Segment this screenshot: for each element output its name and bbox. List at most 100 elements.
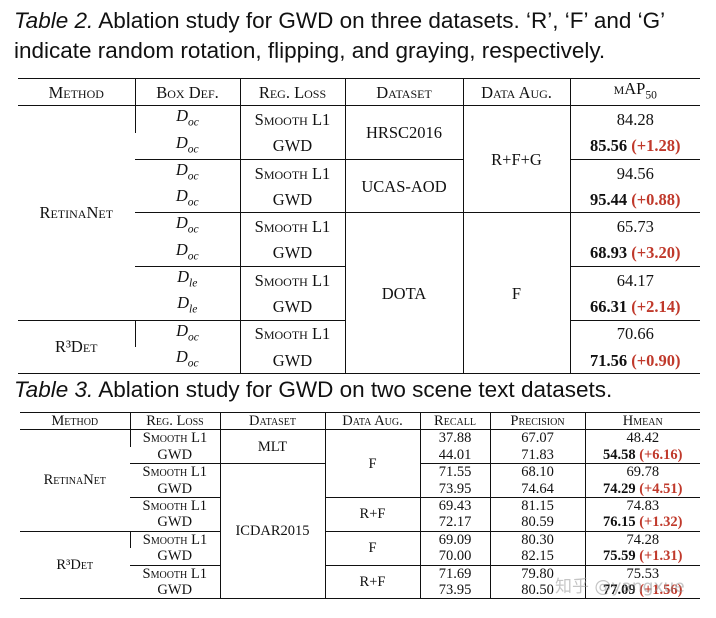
- map-cell: 71.56 (+0.90): [569, 346, 700, 374]
- map-cell: 68.93 (+3.20): [569, 239, 700, 267]
- precision-text: 81.15: [521, 498, 554, 515]
- loss-text: GWD: [157, 446, 193, 463]
- precision-text: 68.10: [521, 464, 554, 481]
- data-row: Smooth L1 ICDAR2015 71.55 68.10 69.78: [20, 463, 700, 599]
- augs-cell: R+F: [324, 564, 420, 599]
- header-cell: Method: [20, 412, 130, 431]
- data-row: R³Det Smooth L1 F 69.09 80.30 74.28: [20, 530, 700, 599]
- loss-cell: Smooth L1: [130, 564, 220, 583]
- loss-text: Smooth L1: [254, 270, 331, 290]
- loss-cell: Smooth L1: [239, 105, 345, 133]
- table3-caption: Table 3. Ablation study for GWD on two s…: [14, 375, 708, 405]
- loss-cell: Smooth L1: [239, 266, 345, 294]
- box-cell: Doc: [135, 240, 240, 267]
- hmean-text: 75.59: [602, 548, 636, 565]
- data-row: GWD 73.95 80.50 77.09 (+1.56): [20, 582, 700, 599]
- hmean-text: 77.09: [602, 582, 636, 599]
- loss-cell: Smooth L1: [239, 158, 345, 187]
- hmean-text: 74.83: [626, 498, 660, 515]
- loss-text: Smooth L1: [142, 464, 207, 481]
- recall-cell: 70.00: [419, 548, 490, 566]
- map-cell: 85.56 (+1.28): [569, 132, 700, 160]
- precision-cell: 80.50: [489, 582, 585, 599]
- box-base: D: [176, 320, 188, 340]
- dataset-text: HRSC2016: [365, 123, 443, 143]
- header-text: Box Def.: [156, 82, 219, 102]
- loss-cell: GWD: [130, 514, 220, 531]
- header-text: Precision: [510, 413, 565, 429]
- box-sub: oc: [187, 170, 199, 183]
- box-sub: oc: [187, 250, 199, 263]
- recall-cell: 73.95: [419, 480, 490, 498]
- header-cell: mAP50: [569, 78, 700, 107]
- box-sub: oc: [188, 330, 199, 343]
- augs-cell: F: [324, 530, 420, 566]
- precision-text: 80.30: [521, 531, 554, 548]
- header-cell: Hmean: [584, 412, 700, 431]
- recall-cell: 44.01: [419, 446, 490, 464]
- data-row: Doc GWD 95.44 (+0.88): [18, 186, 700, 213]
- method-text: RetinaNet: [43, 472, 106, 489]
- dataset-text: MLT: [257, 438, 288, 455]
- precision-text: 79.80: [521, 565, 554, 582]
- recall-text: 70.00: [438, 548, 472, 565]
- header-row: Method Reg. Loss Dataset Data Aug. Recall Pre…: [20, 412, 700, 431]
- map-text: 94.56: [616, 163, 654, 183]
- box-base: D: [175, 239, 188, 259]
- method-text: RetinaNet: [39, 203, 114, 223]
- hmean-cell: 74.29 (+4.51): [584, 480, 700, 498]
- box-cell: Doc: [135, 133, 240, 160]
- precision-text: 71.83: [521, 446, 554, 463]
- loss-cell: Smooth L1: [130, 497, 220, 515]
- recall-text: 44.01: [438, 446, 472, 463]
- data-row: R³Det Doc Smooth L1 70.66: [18, 319, 700, 374]
- box-base: D: [177, 293, 190, 313]
- box-cell: Doc: [135, 347, 240, 374]
- loss-cell: GWD: [239, 346, 345, 374]
- header-row: Method Box Def. Reg. Loss Dataset Data Aug. m…: [18, 78, 700, 107]
- loss-text: Smooth L1: [254, 324, 331, 344]
- caption-label: Table 3.: [14, 377, 94, 402]
- loss-cell: Smooth L1: [129, 429, 220, 447]
- map-text: 65.73: [616, 217, 654, 237]
- box-base: D: [175, 346, 188, 366]
- hmean-text: 48.42: [626, 430, 660, 447]
- recall-cell: 72.17: [419, 514, 490, 532]
- recall-cell: 37.88: [419, 429, 490, 447]
- table2: Method Box Def. Reg. Loss Dataset Data Aug. m…: [18, 78, 700, 375]
- hmean-text: 75.53: [626, 565, 660, 582]
- loss-text: GWD: [272, 136, 313, 156]
- map-text: 64.17: [616, 270, 654, 290]
- precision-cell: 82.15: [489, 548, 585, 566]
- map-cell: 64.17: [569, 266, 700, 294]
- box-sub: oc: [187, 357, 199, 370]
- header-text: Method: [51, 413, 99, 429]
- gain-text: (+2.14): [631, 297, 681, 317]
- precision-text: 74.64: [521, 480, 554, 497]
- dataset-text: ICDAR2015: [235, 523, 310, 540]
- header-cell: Reg. Loss: [129, 412, 220, 431]
- datasets-cell: MLT: [219, 429, 325, 464]
- loss-cell: Smooth L1: [239, 319, 345, 347]
- data-row: Doc GWD 68.93 (+3.20): [18, 239, 700, 267]
- method-text: R³Det: [54, 337, 98, 357]
- loss-text: GWD: [272, 189, 313, 209]
- loss-cell: GWD: [130, 582, 220, 599]
- gain-text: (+6.16): [639, 446, 683, 463]
- loss-text: Smooth L1: [142, 565, 207, 582]
- hmean-cell: 76.15 (+1.32): [584, 514, 700, 532]
- watermark: 知乎 @yangxue: [555, 577, 685, 597]
- map-cell: 65.73: [569, 212, 700, 240]
- gain-text: (+1.31): [639, 548, 683, 565]
- augs-cell: F: [324, 429, 420, 498]
- header-cell: Data Aug.: [462, 78, 570, 107]
- precision-text: 82.15: [521, 548, 554, 565]
- header-text: Data Aug.: [481, 82, 552, 102]
- precision-cell: 80.30: [489, 530, 585, 549]
- caption-text: Ablation study for GWD on two scene text…: [98, 377, 613, 402]
- gain-text: (+4.51): [639, 480, 683, 497]
- gain-text: (+0.90): [631, 350, 681, 370]
- box-base: D: [177, 267, 190, 287]
- aug-text: R+F: [359, 573, 386, 590]
- loss-text: Smooth L1: [142, 531, 208, 548]
